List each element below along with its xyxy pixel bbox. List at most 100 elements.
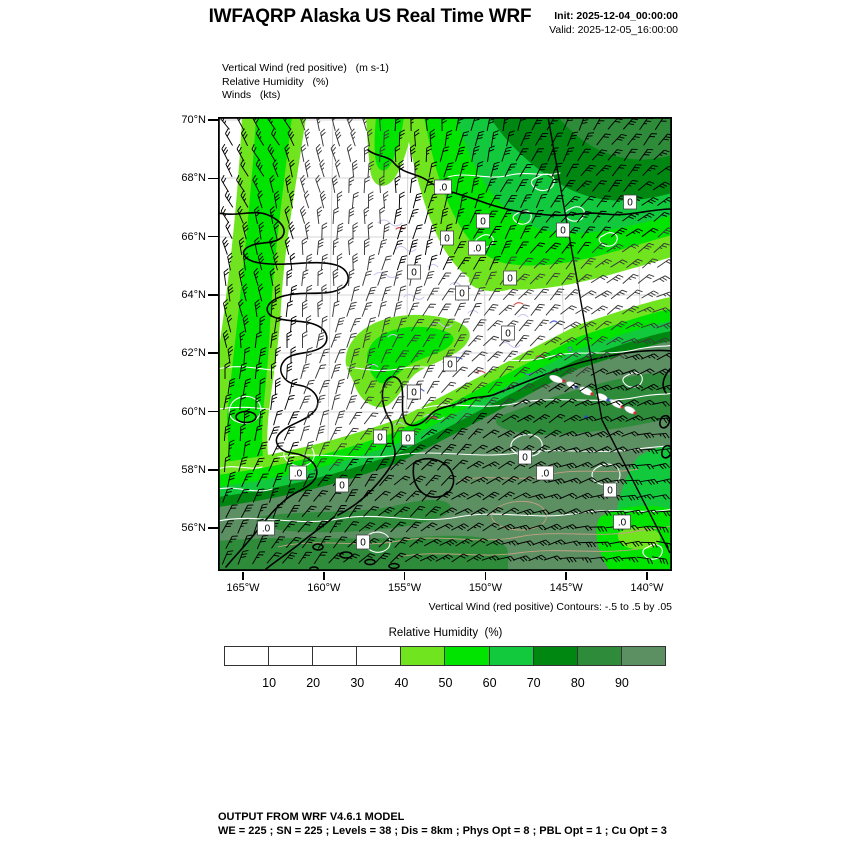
wind-barb xyxy=(455,382,473,393)
wind-barb xyxy=(221,143,229,162)
wind-barb xyxy=(305,253,313,271)
wind-barb xyxy=(513,429,531,439)
wind-barb xyxy=(518,319,534,332)
wind-barb xyxy=(227,471,236,488)
wind-barb xyxy=(472,319,487,332)
wind-barb xyxy=(288,190,295,209)
wind-barb xyxy=(223,455,231,473)
wind-barb xyxy=(315,425,326,441)
wind-barb xyxy=(607,118,623,130)
wind-barb xyxy=(378,301,387,317)
wind-barb xyxy=(412,224,423,240)
wind-barb xyxy=(594,446,613,453)
wind-barb xyxy=(640,353,659,360)
wind-barb xyxy=(424,444,442,455)
wind-barb xyxy=(346,332,357,348)
wind-barb xyxy=(575,336,593,346)
wind-barb xyxy=(304,440,314,457)
lat-tick-mark xyxy=(208,294,218,296)
wind-barb xyxy=(636,463,655,470)
wind-barb xyxy=(334,410,346,426)
svg-text:.0: .0 xyxy=(473,244,482,255)
wind-barb xyxy=(284,236,291,255)
wind-barb xyxy=(405,490,422,502)
lon-tick-label: 155°W xyxy=(388,582,422,594)
wind-barb xyxy=(258,347,267,364)
wind-barb xyxy=(641,227,659,238)
wind-barb xyxy=(564,195,581,207)
wind-barb xyxy=(545,272,561,285)
wind-barb xyxy=(594,415,613,422)
wind-barb xyxy=(409,444,426,455)
political-border xyxy=(547,116,671,554)
wind-barb xyxy=(303,379,315,395)
wind-barb xyxy=(298,551,312,565)
wind-barb xyxy=(517,383,535,392)
wind-barb xyxy=(483,335,500,347)
wind-barb xyxy=(637,368,655,376)
wind-barb xyxy=(396,317,408,333)
wind-barb xyxy=(466,492,485,500)
wind-barb xyxy=(272,503,284,519)
wind-barb xyxy=(503,350,518,363)
wind-barb xyxy=(222,329,230,348)
wind-barb xyxy=(319,159,325,178)
wind-barb xyxy=(299,456,311,472)
wind-barb xyxy=(268,426,280,441)
wind-barb xyxy=(238,298,244,317)
wind-barb xyxy=(641,197,659,206)
wind-barb xyxy=(223,268,230,286)
wind-barb xyxy=(637,274,655,284)
wind-barb xyxy=(622,212,639,222)
wind-barb xyxy=(534,288,550,301)
wind-barb xyxy=(421,459,437,471)
wind-barb xyxy=(636,306,655,314)
wind-barb xyxy=(482,491,500,501)
wind-barb xyxy=(274,377,281,395)
wind-barb xyxy=(286,268,293,287)
wind-barb xyxy=(414,128,420,147)
wind-barb xyxy=(414,160,420,178)
wind-barb xyxy=(487,351,503,362)
wind-barb xyxy=(595,351,612,361)
page-title: IWFAQRP Alaska US Real Time WRF xyxy=(208,6,532,27)
wind-barb xyxy=(640,541,658,548)
wind-barb xyxy=(407,302,420,317)
wind-barb xyxy=(529,335,546,347)
wind-barb xyxy=(377,239,388,255)
wind-barb xyxy=(484,240,498,255)
map-frame xyxy=(217,116,673,572)
wind-barb xyxy=(222,236,229,255)
zero-contour-label: 0 xyxy=(603,482,617,498)
wind-barb xyxy=(577,148,591,162)
svg-text:0: 0 xyxy=(411,268,417,279)
wind-barb xyxy=(578,541,596,548)
wind-barb xyxy=(595,258,612,269)
lat-tick-mark xyxy=(208,119,218,121)
zero-contour-label: 0 xyxy=(356,534,370,550)
wind-barb xyxy=(243,252,249,271)
wind-barb xyxy=(621,243,640,253)
wind-barb xyxy=(652,337,671,345)
wind-barb xyxy=(374,522,391,532)
wind-barb xyxy=(409,475,426,486)
wind-barb xyxy=(424,538,442,547)
wind-barb xyxy=(383,129,390,147)
wind-barb xyxy=(562,147,575,162)
wind-barb xyxy=(607,149,623,161)
wind-barb xyxy=(621,338,640,344)
wind-barb xyxy=(534,226,549,239)
map-canvas: .0 0 0 .0 0 0 0 0 0 0 0 0 .0 0 .0 .0 0 0 0 0 .0 0 xyxy=(217,112,675,572)
wind-barb xyxy=(347,363,356,379)
lat-tick-label: 64°N xyxy=(181,288,206,301)
wind-barb xyxy=(286,330,292,349)
wind-barb xyxy=(236,143,245,162)
wind-barb xyxy=(366,254,375,271)
wind-barb xyxy=(319,190,327,209)
svg-text:0: 0 xyxy=(377,433,383,444)
wind-barb xyxy=(620,557,639,563)
wind-barb xyxy=(240,190,249,208)
colorbar-tick-label: 10 xyxy=(262,676,277,690)
wind-barb xyxy=(544,429,562,439)
wind-barb xyxy=(436,428,453,440)
